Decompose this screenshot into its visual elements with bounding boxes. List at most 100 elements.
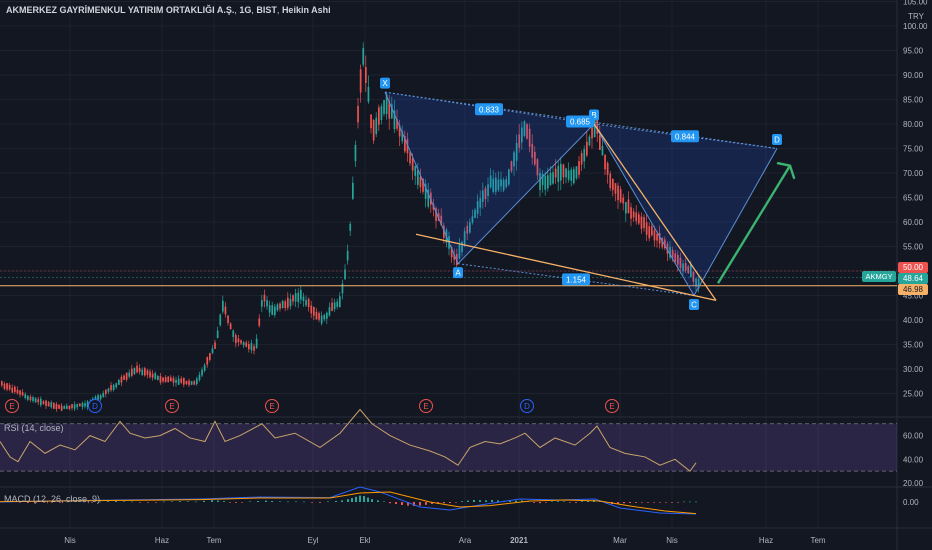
candle-body (523, 121, 526, 137)
candle-body (539, 172, 541, 191)
candle-body (76, 403, 79, 408)
candle-body (427, 189, 430, 207)
macd-histogram-bar (455, 502, 457, 503)
candle-body (391, 104, 393, 119)
macd-histogram-bar (437, 502, 439, 504)
macd-histogram-bar (635, 502, 637, 503)
candle-body (495, 177, 497, 192)
candle-body (242, 342, 245, 346)
candle-body (8, 384, 11, 390)
candle-body (339, 296, 341, 308)
y-tick-label: 45.00 (903, 292, 924, 301)
candle-body (149, 371, 151, 378)
candle-body (609, 173, 612, 188)
candle-body (16, 389, 19, 394)
candle-body (271, 305, 274, 316)
pattern-point-label: C (691, 301, 697, 310)
y-tick-label: 105.00 (903, 0, 928, 7)
candle-body (518, 134, 521, 148)
currency-label: TRY (908, 12, 924, 21)
y-tick-label: 90.00 (903, 71, 924, 80)
macd-histogram-bar (677, 502, 679, 503)
macd-histogram-bar (629, 502, 631, 503)
candle-body (66, 405, 68, 409)
macd-histogram-bar (575, 502, 577, 503)
macd-histogram-bar (123, 501, 125, 502)
earnings-marker-label: E (269, 402, 274, 411)
candle-body (141, 369, 144, 376)
candle-body (658, 232, 661, 244)
macd-histogram-bar (431, 502, 433, 504)
macd-histogram-bar (383, 501, 385, 502)
candle-body (268, 305, 271, 313)
candle-body (534, 151, 536, 165)
x-tick-label: Tem (810, 536, 825, 545)
candle-body (146, 370, 149, 375)
candle-body (601, 145, 604, 156)
chart-title: AKMERKEZ GAYRİMENKUL YATIRIM ORTAKLIĞI A… (6, 5, 331, 15)
candle-body (167, 376, 170, 383)
price-tag-line: 46.98 (898, 284, 928, 295)
candle-body (27, 395, 29, 400)
ratio-label: 0.833 (479, 105, 500, 114)
macd-histogram-bar (509, 501, 511, 502)
candle-body (682, 263, 684, 272)
candle-body (417, 170, 419, 185)
earnings-marker-label: E (609, 402, 614, 411)
symbol-name: AKMERKEZ GAYRİMENKUL YATIRIM ORTAKLIĞI A… (6, 5, 235, 15)
candle-body (547, 175, 549, 189)
candle-body (42, 401, 45, 405)
macd-histogram-bar (671, 502, 673, 503)
candle-body (669, 246, 671, 258)
candle-body (209, 353, 211, 360)
price-tag-high: 50.00 (898, 262, 928, 273)
candle-body (476, 201, 479, 214)
earnings-marker-label: E (169, 402, 174, 411)
candle-body (261, 300, 263, 307)
macd-tick-label: 0.00 (903, 498, 919, 507)
candle-body (383, 100, 385, 114)
candle-body (32, 397, 34, 402)
macd-histogram-bar (107, 501, 109, 502)
macd-histogram-bar (43, 502, 45, 503)
macd-label: MACD (12, 26, close, 9) (4, 494, 101, 504)
candle-body (346, 250, 349, 261)
candle-body (112, 385, 115, 391)
candle-body (328, 307, 331, 316)
candle-body (552, 172, 554, 184)
macd-pane: 0.00 (0, 486, 919, 515)
macd-histogram-bar (473, 500, 475, 502)
macd-histogram-bar (413, 502, 415, 506)
macd-histogram-bar (257, 501, 259, 502)
candle-body (643, 217, 645, 228)
candle-body (489, 175, 492, 188)
macd-histogram-bar (163, 501, 165, 503)
y-tick-label: 95.00 (903, 47, 924, 56)
candle-body (63, 406, 66, 409)
candle-body (385, 94, 388, 115)
candle-body (375, 117, 378, 135)
candle-body (323, 314, 326, 320)
rsi-tick-label: 40.00 (903, 455, 924, 464)
candle-body (175, 379, 177, 383)
dividend-marker (520, 399, 534, 413)
y-tick-label: 55.00 (903, 243, 924, 252)
signal-line (0, 491, 697, 515)
candle-body (656, 234, 658, 241)
symbol-tag[interactable]: AKMGY (862, 271, 896, 282)
macd-histogram-bar (155, 502, 157, 503)
candle-body (570, 169, 573, 181)
candle-body (219, 314, 222, 326)
ratio-badge (562, 273, 590, 286)
candle-body (479, 198, 482, 208)
candle-body (138, 367, 141, 372)
axes: 25.00 30.00 35.00 40.00 45.00 50.00 55.00 60.00… (64, 0, 928, 545)
exchange: BIST (256, 5, 277, 15)
candle-body (164, 377, 167, 382)
candle-body (604, 154, 606, 170)
candle-body (159, 376, 162, 383)
candle-body (508, 169, 510, 185)
macd-histogram-bar (75, 501, 77, 502)
macd-histogram-bar (389, 502, 391, 504)
